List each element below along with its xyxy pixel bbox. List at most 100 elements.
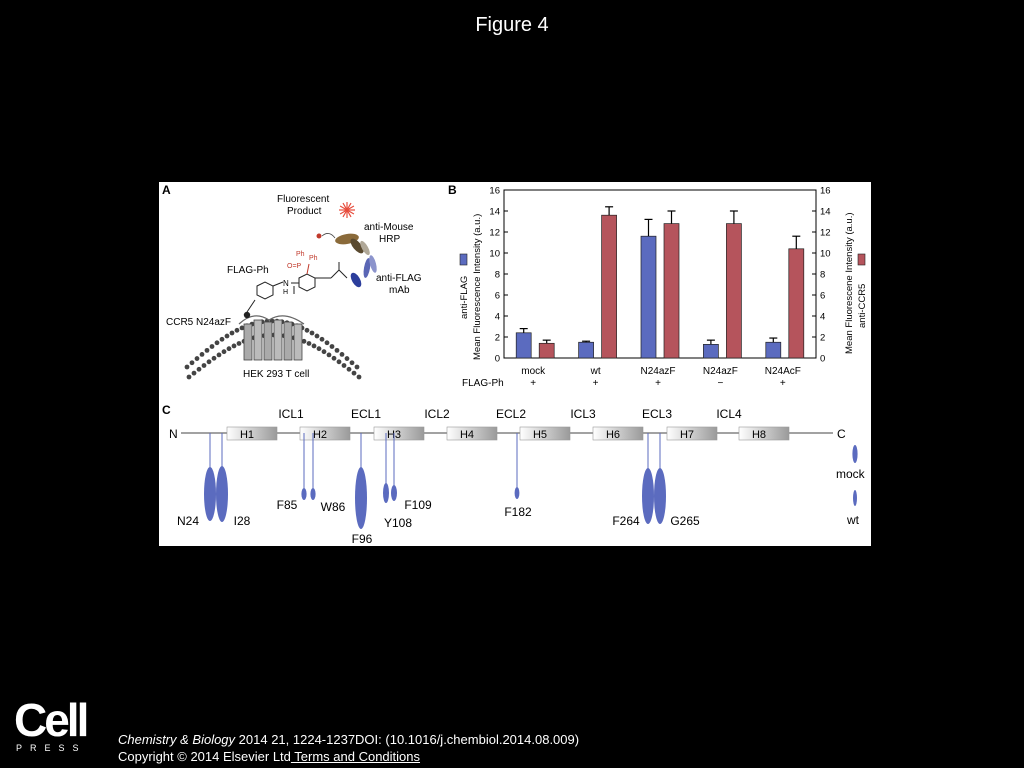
membrane-bead [314, 333, 320, 339]
residue-marker-f85 [301, 488, 307, 500]
residue-marker-y108 [383, 483, 389, 503]
anti-flag-label-1: anti-FLAG [376, 273, 422, 284]
flag-ph-mark: + [530, 378, 536, 389]
category-label: N24azF [703, 366, 738, 377]
ph-label-2: Ph [309, 255, 318, 262]
anti-mouse-hrp-icon [316, 233, 370, 256]
h-label: H [283, 289, 288, 296]
helix-h5 [519, 426, 571, 441]
journal-name: Chemistry & Biology [118, 732, 236, 747]
helix-label: H8 [752, 429, 766, 441]
bar-anti-flag-2 [640, 235, 657, 359]
right-tick-label: 12 [820, 228, 831, 239]
membrane-bead [349, 360, 355, 366]
residue-label: I28 [234, 514, 251, 528]
anti-flag-antibody-icon [350, 255, 377, 288]
citation-line-1: Chemistry & Biology 2014 21, 1224-1237DO… [118, 731, 579, 748]
left-tick-label: 6 [495, 291, 500, 302]
left-tick-label: 2 [495, 333, 500, 344]
loop-label-ecl2: ECL2 [496, 407, 526, 421]
flag-ph-molecule: N H O=P Ph Ph [246, 251, 348, 313]
figure-panel: A CCR5 N24azF N H O=P Ph [159, 182, 871, 546]
left-tick-label: 4 [495, 312, 500, 323]
residue-label: F182 [504, 505, 532, 519]
helix-h7 [666, 426, 718, 441]
membrane-bead [191, 370, 197, 376]
nh-label: N [283, 279, 289, 288]
membrane-bead [234, 327, 240, 333]
helix-label: H7 [680, 429, 694, 441]
membrane-bead [211, 355, 217, 361]
logo-word: Cell [14, 694, 89, 746]
left-tick-label: 14 [489, 207, 500, 218]
wt-legend-label: wt [846, 513, 860, 527]
membrane-bead [184, 364, 190, 370]
membrane-bead [351, 370, 357, 376]
fluorescent-label-1: Fluorescent [277, 194, 329, 205]
helix-h4 [446, 426, 498, 441]
helix-label: H1 [240, 429, 254, 441]
anti-flag-swatch [459, 253, 468, 266]
helix-label: H4 [460, 429, 474, 441]
left-tick-label: 12 [489, 228, 500, 239]
membrane-bead [209, 344, 215, 349]
fluorescent-star-icon [339, 202, 355, 218]
membrane-bead [324, 340, 330, 346]
membrane-bead [219, 336, 225, 342]
membrane-bead [226, 346, 232, 352]
helix-label: H6 [606, 429, 620, 441]
helix-h1 [226, 426, 278, 441]
membrane-bead [329, 344, 335, 349]
right-axis-legend: anti-CCR5 Mean Fluorescene Intensity (a.… [844, 212, 868, 354]
membrane-bead [214, 340, 220, 346]
bar-anti-flag-4 [765, 341, 782, 359]
ccr5-n24azf-label: CCR5 N24azF [166, 317, 231, 328]
left-axis-legend: anti-FLAG Mean Fluorescence Intensity (a… [459, 214, 483, 360]
residue-legend: mock wt [836, 445, 866, 527]
residue-label: F109 [404, 498, 432, 512]
left-y-axis-label: Mean Fluorescence Intensity (a.u.) [472, 214, 483, 360]
bar-anti-flag-0 [515, 332, 532, 359]
residue-label: N24 [177, 514, 199, 528]
residue-label: Y108 [384, 516, 412, 530]
ph-label-1: Ph [296, 251, 305, 258]
residue-marker-f264 [642, 468, 654, 524]
membrane-bead [224, 333, 230, 339]
figure-svg: A CCR5 N24azF N H O=P Ph [162, 183, 868, 546]
loop-label-icl2: ICL2 [424, 407, 450, 421]
membrane-bead [201, 363, 207, 368]
fluorescent-label-2: Product [287, 206, 322, 217]
flag-ph-mark: + [655, 378, 661, 389]
category-label: mock [521, 366, 546, 377]
right-tick-label: 4 [820, 312, 825, 323]
right-tick-label: 2 [820, 333, 825, 344]
membrane-bead [356, 374, 362, 380]
membrane-bead [206, 359, 212, 365]
citation-line-2: Copyright © 2014 Elsevier Ltd Terms and … [118, 748, 579, 765]
citation-ref: 2014 21, 1224-1237DOI: (10.1016/j.chembi… [235, 732, 580, 747]
bar-anti-ccr5-1 [601, 214, 617, 359]
bar-anti-flag-1 [578, 341, 594, 359]
residue-label: G265 [670, 514, 700, 528]
logo-sub: PRESS [16, 743, 87, 753]
right-tick-label: 14 [820, 207, 831, 218]
right-tick-label: 0 [820, 354, 825, 365]
flag-ph-mark: − [717, 378, 723, 389]
loop-label-icl4: ICL4 [716, 407, 742, 421]
terms-link[interactable]: Terms and Conditions [290, 749, 421, 764]
membrane-bead [186, 374, 192, 380]
copyright-text: Copyright © 2014 Elsevier Ltd [118, 749, 291, 764]
left-tick-label: 10 [489, 249, 500, 260]
membrane-bead [204, 347, 210, 353]
bar-anti-ccr5-4 [788, 248, 805, 359]
residue-marker-i28 [216, 466, 228, 522]
citation: Chemistry & Biology 2014 21, 1224-1237DO… [118, 731, 579, 765]
membrane-bead [221, 349, 227, 355]
membrane-bead [311, 343, 317, 349]
wt-legend-marker [853, 490, 857, 506]
anti-ccr5-swatch [857, 253, 866, 266]
left-tick-label: 16 [489, 186, 500, 197]
membrane-bead [239, 325, 245, 331]
